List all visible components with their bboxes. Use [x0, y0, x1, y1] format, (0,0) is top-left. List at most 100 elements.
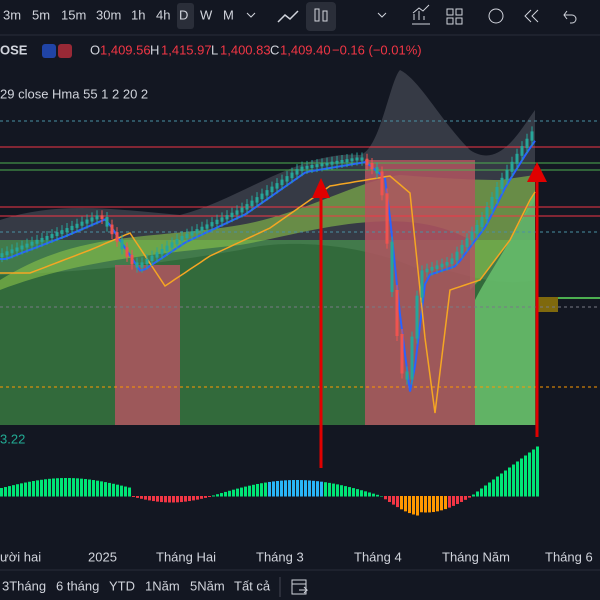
histogram-bar: [280, 480, 283, 497]
range-button[interactable]: 5Năm: [190, 578, 225, 593]
candle: [260, 193, 264, 200]
candle: [50, 234, 54, 238]
candle-icon[interactable]: [314, 8, 320, 22]
histogram-bar: [376, 494, 379, 497]
histogram-bar: [256, 483, 259, 497]
candle: [245, 204, 249, 210]
histogram-bar: [532, 449, 535, 497]
candle: [355, 157, 359, 161]
histogram-bar: [520, 458, 523, 497]
candle: [170, 242, 174, 248]
interval-button[interactable]: D: [179, 7, 188, 22]
undo-icon[interactable]: [563, 10, 577, 24]
histogram-bar: [268, 481, 271, 497]
candle: [135, 262, 139, 268]
histogram-bar: [156, 496, 159, 502]
candle: [235, 210, 239, 215]
histogram-bar: [28, 481, 31, 497]
histogram-bar: [76, 478, 79, 497]
change: −0.16 (−0.01%): [332, 42, 422, 57]
candle: [70, 225, 74, 231]
candle: [250, 200, 254, 207]
candle: [265, 190, 269, 196]
histogram-bar: [112, 483, 115, 497]
histogram-bar: [360, 490, 363, 497]
histogram-bar: [248, 485, 251, 497]
candle: [415, 295, 419, 339]
interval-button[interactable]: 3m: [3, 7, 21, 22]
histogram-bar: [208, 496, 211, 497]
range-button[interactable]: 3Tháng: [2, 578, 46, 593]
arrow-head: [312, 178, 330, 198]
interval-button[interactable]: W: [200, 7, 213, 22]
histogram-bar: [348, 487, 351, 497]
interval-button[interactable]: 5m: [32, 7, 50, 22]
chevron[interactable]: [377, 12, 387, 18]
goto-date-icon[interactable]: [291, 579, 309, 595]
candle: [365, 158, 369, 165]
histogram-bar: [368, 492, 371, 497]
candle-icon-bg[interactable]: [306, 2, 336, 31]
interval-button[interactable]: 15m: [61, 7, 86, 22]
histogram-bar: [244, 486, 247, 497]
histogram-bar: [504, 470, 507, 497]
x-axis-label: Tháng 6: [545, 549, 593, 564]
candle: [155, 252, 159, 258]
histogram-bar: [100, 481, 103, 497]
histogram-bar: [440, 496, 443, 511]
candle: [180, 236, 184, 241]
candle: [75, 223, 79, 228]
histogram-bar: [392, 496, 395, 505]
histogram-bar: [176, 496, 179, 503]
candle: [400, 334, 404, 374]
candle: [450, 258, 454, 264]
chevron[interactable]: [246, 12, 256, 18]
histogram-bar: [304, 480, 307, 497]
histogram-bar: [32, 481, 35, 497]
candle-icon[interactable]: [322, 10, 328, 22]
low: 1,400.83: [220, 42, 271, 57]
histogram-bar: [128, 487, 131, 497]
candle: [420, 270, 424, 298]
histogram-bar: [64, 478, 67, 497]
indicator-icon[interactable]: [412, 4, 430, 25]
layout-icon[interactable]: [446, 8, 463, 25]
candle: [305, 165, 309, 169]
histogram-bar: [496, 476, 499, 497]
range-button[interactable]: 1Năm: [145, 578, 180, 593]
range-button[interactable]: YTD: [109, 578, 135, 593]
histogram-bar: [72, 478, 75, 497]
histogram-bar: [456, 496, 459, 505]
candle: [115, 232, 119, 242]
histogram-bar: [260, 483, 263, 497]
interval-active: [177, 3, 194, 29]
histogram-bar: [264, 482, 267, 497]
histogram-bar: [56, 478, 59, 497]
candle: [40, 237, 44, 242]
histogram-bar: [160, 496, 163, 503]
histogram-bar: [236, 488, 239, 497]
line-icon[interactable]: [277, 10, 299, 23]
histogram-bar: [188, 496, 191, 502]
histogram-bar: [312, 480, 315, 497]
candle: [15, 247, 19, 252]
interval-button[interactable]: 30m: [96, 7, 121, 22]
histogram-bar: [292, 480, 295, 497]
histogram-bar: [460, 496, 463, 502]
range-button[interactable]: 6 tháng: [56, 578, 99, 593]
histogram-bar: [524, 455, 527, 497]
interval-button[interactable]: 4h: [156, 7, 170, 22]
replay-icon[interactable]: [524, 9, 539, 23]
interval-button[interactable]: 1h: [131, 7, 145, 22]
candle: [110, 224, 114, 235]
candle: [220, 217, 224, 222]
candle: [270, 186, 274, 193]
candle: [5, 251, 9, 256]
alert-icon[interactable]: [488, 8, 504, 24]
candle: [495, 187, 499, 199]
candle: [525, 138, 529, 149]
histogram-bar: [336, 484, 339, 497]
candle: [80, 221, 84, 226]
interval-button[interactable]: M: [223, 7, 234, 22]
range-button[interactable]: Tất cả: [234, 578, 271, 593]
